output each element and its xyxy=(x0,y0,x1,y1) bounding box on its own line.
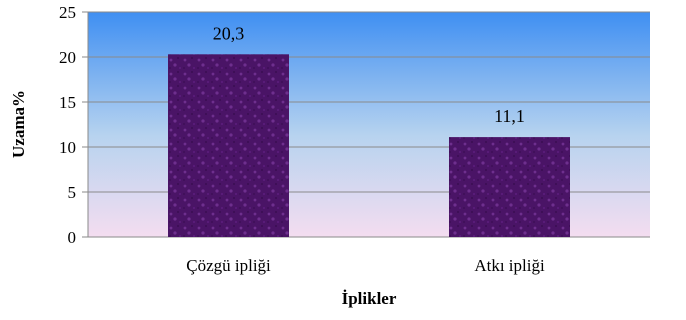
data-label: 11,1 xyxy=(494,106,525,126)
y-tick-label: 0 xyxy=(68,228,77,247)
category-label: Atkı ipliği xyxy=(474,256,545,275)
y-tick-label: 15 xyxy=(59,93,76,112)
y-axis-ticks: 0 5 10 15 20 25 xyxy=(59,3,88,247)
data-labels: 20,3 11,1 xyxy=(213,23,525,126)
x-axis-title: İplikler xyxy=(342,289,397,308)
y-tick-label: 25 xyxy=(59,3,76,22)
category-labels: Çözgü ipliği Atkı ipliği xyxy=(186,256,545,275)
bar xyxy=(449,137,570,237)
bar xyxy=(168,54,289,237)
y-tick-label: 5 xyxy=(68,183,77,202)
y-tick-label: 10 xyxy=(59,138,76,157)
bars xyxy=(168,54,570,237)
y-axis-title: Uzama% xyxy=(9,90,28,158)
data-label: 20,3 xyxy=(213,23,245,43)
category-label: Çözgü ipliği xyxy=(186,256,271,275)
y-tick-label: 20 xyxy=(59,48,76,67)
